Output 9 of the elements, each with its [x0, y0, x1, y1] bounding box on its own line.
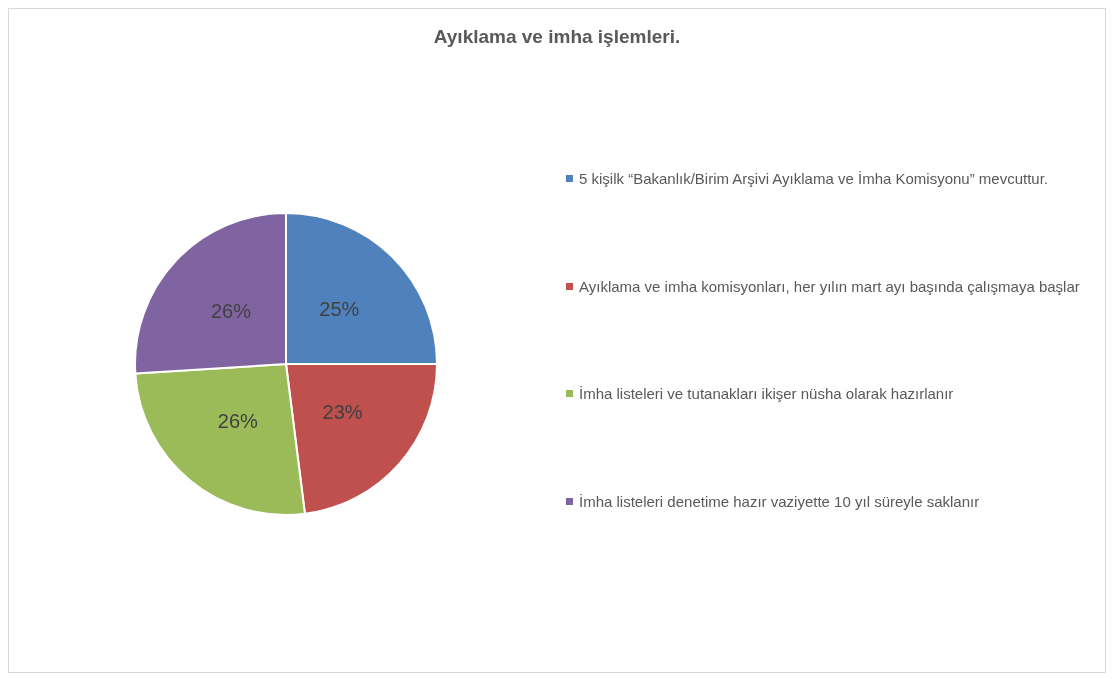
legend-label: İmha listeleri denetime hazır vaziyette 10 yıl süreyle saklanır: [579, 491, 980, 512]
data-label: 25%: [319, 298, 360, 321]
data-label: 26%: [210, 299, 252, 322]
data-label: 23%: [322, 401, 363, 424]
data-label: 26%: [217, 409, 259, 432]
legend-label: 5 kişilk “Bakanlık/Birim Arşivi Ayıklama ve İmha Komisyonu” mevcuttur.: [579, 169, 1049, 190]
chart-title: Ayıklama ve imha işlemleri.: [432, 26, 682, 48]
legend-label: Ayıklama ve imha komisyonları, her yılın mart ayı başında çalışmaya başlar: [579, 276, 1080, 297]
legend-label: İmha listeleri ve tutanakları ikişer nüsha olarak hazırlanır: [579, 384, 954, 405]
